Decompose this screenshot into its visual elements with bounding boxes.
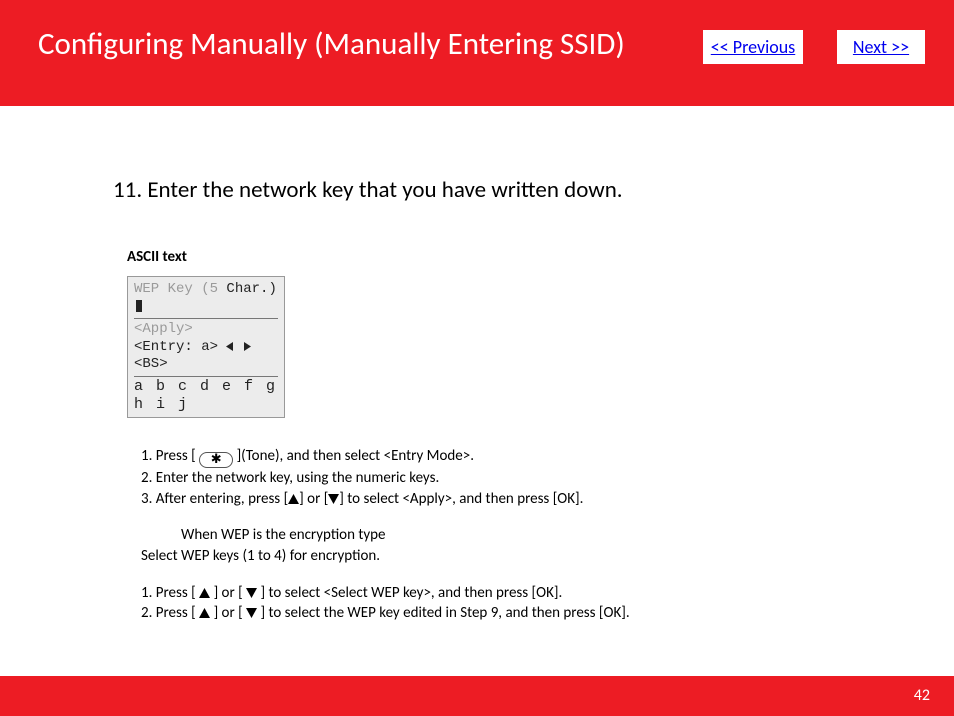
wep-line-1: 1. Press [ ] or [ ] to select <Select WE… bbox=[141, 583, 914, 604]
ascii-label: ASCII text bbox=[127, 248, 914, 266]
instr-line-3: 3. After entering, press [] or [] to sel… bbox=[141, 489, 914, 510]
step-text: Enter the network key that you have writ… bbox=[147, 176, 622, 204]
step-number: 11. bbox=[113, 176, 142, 204]
lcd-screenshot: WEP Key (5 Char.) <Apply> <Entry: a> <BS… bbox=[127, 276, 285, 418]
triangle-down-icon bbox=[328, 494, 339, 504]
triangle-left-icon bbox=[226, 342, 234, 351]
lcd-apply: <Apply> bbox=[134, 321, 278, 339]
content-area: 11. Enter the network key that you have … bbox=[0, 106, 954, 624]
instr-line-1: 1. Press [ ✱ ](Tone), and then select <E… bbox=[141, 446, 914, 468]
cursor-icon bbox=[136, 300, 142, 312]
next-button[interactable]: Next >> bbox=[837, 30, 925, 64]
page-title: Configuring Manually (Manually Entering … bbox=[38, 25, 625, 63]
lcd-cursor-line bbox=[134, 299, 278, 317]
header-bar: Configuring Manually (Manually Entering … bbox=[0, 0, 954, 106]
instructions-block: 1. Press [ ✱ ](Tone), and then select <E… bbox=[141, 446, 914, 624]
lcd-divider bbox=[134, 318, 278, 319]
step-heading: 11. Enter the network key that you have … bbox=[113, 176, 914, 204]
lcd-line-1: WEP Key (5 Char.) bbox=[134, 281, 278, 299]
star-key-icon: ✱ bbox=[199, 452, 233, 468]
wep-title: When WEP is the encryption type bbox=[181, 525, 914, 546]
triangle-up-icon bbox=[199, 608, 210, 618]
wep-line-2: 2. Press [ ] or [ ] to select the WEP ke… bbox=[141, 603, 914, 624]
instr-line-2: 2. Enter the network key, using the nume… bbox=[141, 468, 914, 489]
lcd-entry-line: <Entry: a> <BS> bbox=[134, 339, 278, 374]
triangle-down-icon bbox=[246, 608, 257, 618]
triangle-up-icon bbox=[288, 494, 299, 504]
page-number: 42 bbox=[914, 686, 930, 705]
lcd-footer-chars: a b c d e f g h i j bbox=[134, 376, 278, 416]
triangle-down-icon bbox=[246, 588, 257, 598]
previous-button[interactable]: << Previous bbox=[703, 30, 803, 64]
wep-subtitle: Select WEP keys (1 to 4) for encryption. bbox=[141, 546, 914, 567]
triangle-up-icon bbox=[199, 588, 210, 598]
triangle-right-icon bbox=[243, 342, 251, 351]
footer-bar: 42 bbox=[0, 676, 954, 716]
